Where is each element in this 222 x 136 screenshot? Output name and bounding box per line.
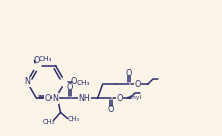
Text: O: O xyxy=(116,94,123,103)
Text: O: O xyxy=(125,69,132,78)
Text: CH₃: CH₃ xyxy=(67,116,79,122)
Text: CH₃: CH₃ xyxy=(76,80,90,86)
Text: N: N xyxy=(24,78,30,86)
Text: CH₃: CH₃ xyxy=(39,56,52,62)
Text: O: O xyxy=(33,56,40,65)
Text: O: O xyxy=(107,105,114,114)
Text: ethyl: ethyl xyxy=(127,95,142,100)
Text: O: O xyxy=(66,83,73,92)
Text: O: O xyxy=(44,94,51,103)
Text: CH₃: CH₃ xyxy=(42,119,55,125)
Text: NH: NH xyxy=(79,94,90,103)
Text: O: O xyxy=(134,80,141,89)
Text: N: N xyxy=(53,94,58,103)
Text: O: O xyxy=(71,78,77,86)
